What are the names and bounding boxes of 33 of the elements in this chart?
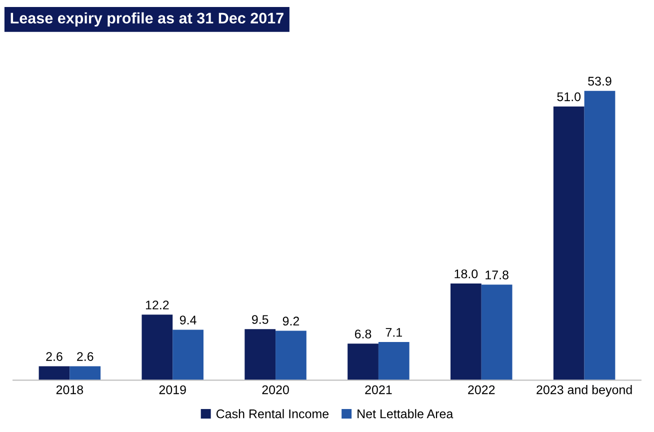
bar — [244, 329, 276, 380]
bar — [276, 330, 306, 380]
bar — [481, 284, 512, 380]
bar — [378, 342, 410, 380]
data-label: 9.4 — [180, 316, 196, 324]
bar — [142, 314, 173, 380]
x-tick-label: 2019 — [159, 385, 186, 394]
data-label: 12.2 — [146, 300, 169, 310]
data-label: 7.1 — [386, 328, 402, 337]
bar — [553, 106, 584, 380]
data-label: 2.6 — [77, 352, 94, 361]
bar — [348, 344, 378, 380]
bar — [172, 330, 204, 380]
data-label: 18.0 — [454, 269, 478, 278]
bar — [450, 284, 482, 380]
chart-title: Lease expiry profile as at 31 Dec 2017 — [10, 12, 284, 27]
x-tick-label: 2021 — [365, 385, 392, 394]
legend-label: Net Lettable Area — [358, 409, 454, 418]
data-label: 2.6 — [46, 352, 62, 361]
data-label: 6.8 — [354, 330, 372, 338]
data-label: 53.9 — [588, 76, 612, 86]
x-tick-label: 2022 — [468, 385, 495, 394]
bar — [38, 366, 70, 380]
data-label: 9.2 — [282, 316, 300, 326]
legend-label: Cash Rental Income — [216, 409, 329, 418]
data-label: 9.5 — [252, 315, 268, 324]
bar — [70, 366, 101, 380]
x-tick-label: 2018 — [56, 385, 84, 394]
data-label: 17.8 — [486, 270, 508, 280]
x-tick-label: 2023 and beyond — [536, 385, 632, 397]
data-label: 51.0 — [557, 92, 581, 102]
bar — [584, 90, 616, 380]
x-tick-label: 2020 — [262, 385, 289, 394]
